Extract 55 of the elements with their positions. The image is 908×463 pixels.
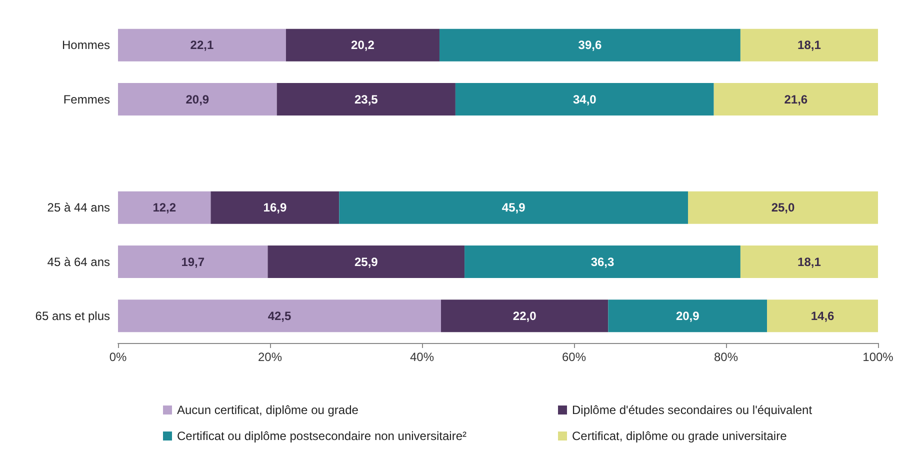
x-tick-label: 0% xyxy=(109,350,127,364)
bar xyxy=(740,28,878,62)
bar xyxy=(210,191,340,224)
data-label: 19,7 xyxy=(181,254,205,269)
data-label: 21,6 xyxy=(784,92,808,106)
y-tick-label: Hommes xyxy=(62,38,110,52)
bar xyxy=(767,300,878,332)
data-label: 20,9 xyxy=(676,308,700,323)
bar xyxy=(339,191,688,224)
data-label: 34,0 xyxy=(572,92,597,106)
y-tick-label: 45 à 64 ans xyxy=(47,254,110,269)
bar xyxy=(714,83,878,116)
data-label: 25,9 xyxy=(354,254,378,269)
y-tick-label: 65 ans et plus xyxy=(35,308,110,323)
data-label: 25,0 xyxy=(771,200,795,215)
bar xyxy=(464,246,740,278)
data-label: 22,1 xyxy=(190,38,214,52)
data-label: 20,9 xyxy=(186,92,210,106)
x-tick-label: 80% xyxy=(714,350,738,364)
data-label: 22,0 xyxy=(512,308,537,323)
y-tick-label: 25 à 44 ans xyxy=(47,200,110,215)
bar xyxy=(441,300,608,332)
x-tick-label: 100% xyxy=(862,350,894,364)
x-tick-label: 40% xyxy=(410,350,434,364)
bar xyxy=(286,28,440,62)
data-label: 14,6 xyxy=(810,308,835,323)
data-label: 23,5 xyxy=(354,92,378,106)
bar xyxy=(740,246,878,278)
bar xyxy=(118,28,286,62)
data-label: 20,2 xyxy=(351,38,375,52)
data-label: 39,6 xyxy=(578,38,602,52)
legend-label: Aucun certificat, diplôme ou grade xyxy=(177,403,359,417)
data-label: 45,9 xyxy=(502,200,526,215)
data-label: 12,2 xyxy=(152,200,176,215)
x-tick-label: 20% xyxy=(258,350,282,364)
y-tick-label: Femmes xyxy=(63,92,110,106)
legend-label: Diplôme d'études secondaires ou l'équivalent xyxy=(572,403,813,417)
bar xyxy=(268,246,465,278)
bar xyxy=(118,246,268,278)
legend-label: Certificat ou diplôme postsecondaire non universitaire² xyxy=(177,429,466,443)
bar xyxy=(118,300,441,332)
data-label: 42,5 xyxy=(268,308,292,323)
x-tick-label: 60% xyxy=(562,350,586,364)
bar xyxy=(276,83,456,116)
bar xyxy=(118,83,277,116)
bar xyxy=(688,191,878,224)
data-label: 18,1 xyxy=(798,254,822,269)
bar xyxy=(455,83,714,116)
data-label: 36,3 xyxy=(590,254,614,269)
bar xyxy=(118,191,211,224)
data-label: 18,1 xyxy=(798,38,822,52)
legend-label: Certificat, diplôme ou grade universitaire xyxy=(572,429,788,443)
bar xyxy=(439,28,740,62)
data-label: 16,9 xyxy=(263,200,287,215)
bar xyxy=(608,300,768,332)
